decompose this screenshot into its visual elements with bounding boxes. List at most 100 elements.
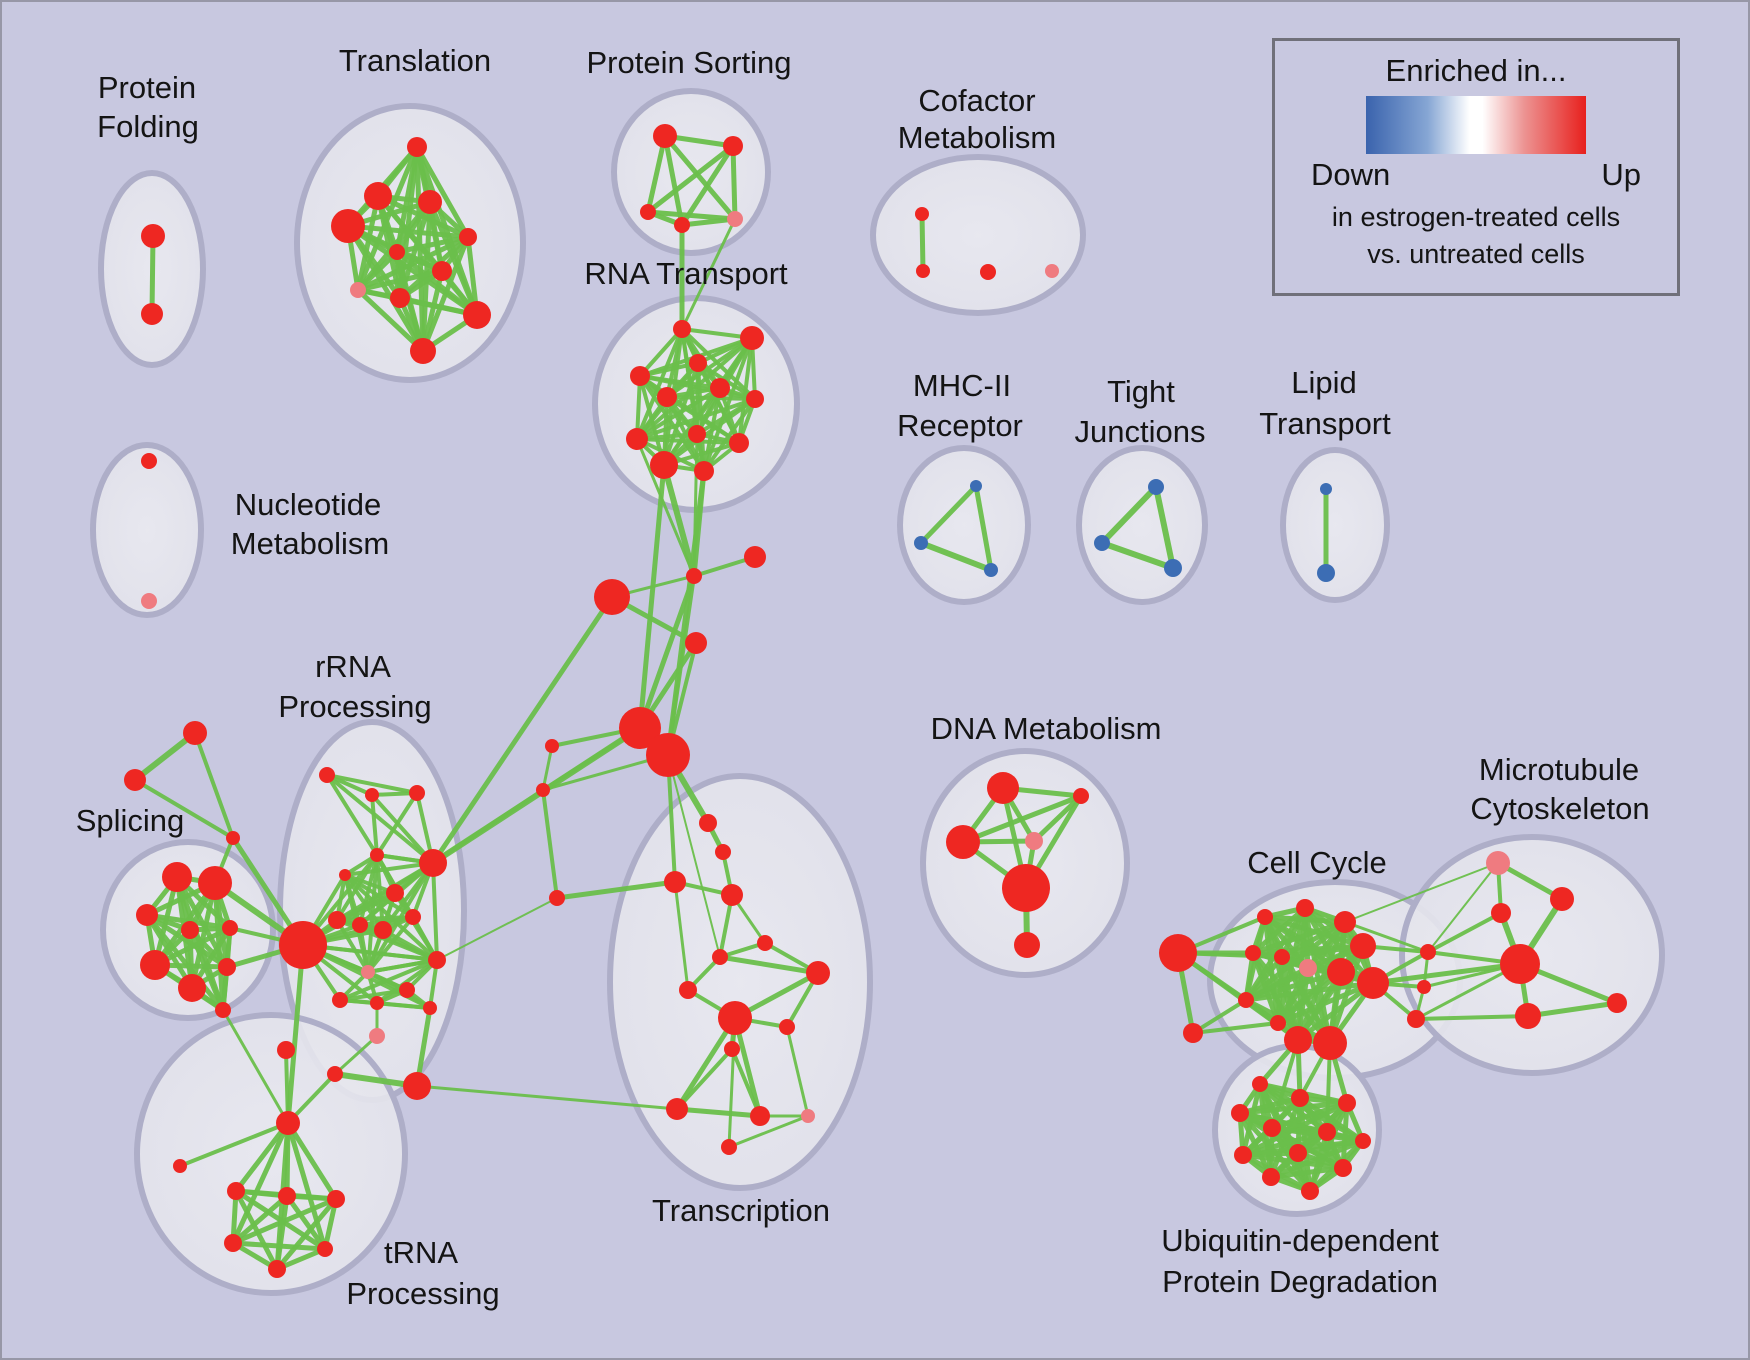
cluster-label-trna-processing-line1: tRNA	[384, 1235, 458, 1270]
edge	[1279, 943, 1366, 960]
node-c4	[685, 632, 707, 654]
node-cf3	[980, 264, 996, 280]
cluster-label-tight-junctions-line1: Tight	[1107, 374, 1175, 409]
edge	[673, 880, 690, 992]
edge	[431, 788, 545, 865]
edge	[343, 861, 435, 877]
edge	[717, 954, 821, 976]
edge	[285, 942, 306, 1126]
node-s1	[162, 862, 192, 892]
edge	[918, 483, 979, 546]
node-mt4	[1500, 944, 1540, 984]
node-ub12	[1301, 1182, 1319, 1200]
node-k17	[1417, 980, 1431, 994]
edge	[919, 211, 926, 274]
node-ub2	[1291, 1089, 1309, 1107]
node-q15	[370, 996, 384, 1010]
cluster-label-rrna-processing-line1: rRNA	[315, 649, 391, 684]
node-tj2	[1094, 535, 1110, 551]
edge	[1525, 1000, 1620, 1019]
edge	[1268, 1165, 1346, 1180]
node-t10	[463, 301, 491, 329]
node-t8	[350, 282, 366, 298]
edge	[355, 287, 426, 354]
edge	[133, 778, 235, 840]
node-q14	[332, 992, 348, 1008]
edge	[785, 1025, 810, 1118]
node-q13	[428, 951, 446, 969]
edge	[667, 754, 721, 958]
edge	[375, 791, 419, 857]
cluster-label-nucleotide-metabolism-line2: Metabolism	[231, 526, 390, 561]
edge	[679, 216, 738, 228]
cluster-label-transcription-line1: Transcription	[652, 1193, 830, 1228]
node-r11	[650, 451, 678, 479]
node-u0	[276, 1111, 300, 1135]
node-s9	[215, 1002, 231, 1018]
node-u1	[173, 1159, 187, 1173]
node-r6	[657, 387, 677, 407]
node-mt1	[1486, 851, 1510, 875]
edge	[284, 1048, 290, 1125]
node-mt6	[1607, 993, 1627, 1013]
edge	[149, 233, 156, 317]
node-t3	[331, 209, 365, 243]
edge	[554, 879, 678, 901]
edge	[1191, 1021, 1280, 1035]
edge	[541, 788, 559, 900]
node-n1	[141, 453, 157, 469]
node-v11	[779, 1019, 795, 1035]
cluster-ellipse-tight-junctions	[1076, 445, 1208, 605]
node-t2	[364, 182, 392, 210]
node-cf4	[1045, 264, 1059, 278]
node-tj1	[1148, 479, 1164, 495]
node-s3	[136, 904, 158, 926]
node-v5	[549, 890, 565, 906]
cluster-label-tight-junctions-line2: Junctions	[1075, 414, 1206, 449]
node-ub8	[1234, 1146, 1252, 1164]
node-t6	[389, 244, 405, 260]
node-q2	[365, 788, 379, 802]
edge	[635, 437, 696, 578]
edge	[637, 462, 667, 731]
edge	[1243, 954, 1285, 1003]
legend-down-label: Down	[1311, 157, 1391, 192]
node-u3	[278, 1187, 296, 1205]
legend-title: Enriched in...	[1385, 53, 1567, 88]
edge	[662, 397, 757, 467]
node-hub	[279, 921, 327, 969]
edge	[345, 223, 426, 354]
edge	[1427, 862, 1499, 953]
node-k7	[1245, 945, 1261, 961]
node-q11	[405, 909, 421, 925]
cluster-label-protein-sorting-line1: Protein Sorting	[586, 45, 791, 80]
edge	[1240, 1152, 1346, 1171]
edge	[973, 483, 994, 573]
legend-caption: in estrogen-treated cells vs. untreated …	[1275, 199, 1677, 273]
edge	[375, 958, 439, 1005]
node-r4	[689, 354, 707, 372]
node-d2	[1073, 788, 1089, 804]
edge	[1031, 793, 1084, 844]
edge	[230, 1193, 290, 1246]
node-hubB	[646, 733, 690, 777]
node-t11	[410, 338, 436, 364]
edge	[737, 336, 754, 445]
node-pf2	[141, 303, 163, 325]
node-q16	[399, 982, 415, 998]
edge	[230, 1120, 291, 1246]
node-s2	[198, 866, 232, 900]
node-r3	[630, 366, 650, 386]
node-r1	[673, 320, 691, 338]
node-k6	[1350, 933, 1376, 959]
edge	[727, 1016, 737, 1149]
edge	[338, 988, 409, 1002]
cluster-label-rrna-processing-line2: Processing	[278, 689, 431, 724]
node-ub4	[1231, 1104, 1249, 1122]
legend-caption-line1: in estrogen-treated cells	[1331, 202, 1621, 232]
edge	[230, 1196, 339, 1246]
node-x2	[124, 769, 146, 791]
edge	[1370, 961, 1523, 986]
node-k16	[1420, 944, 1436, 960]
